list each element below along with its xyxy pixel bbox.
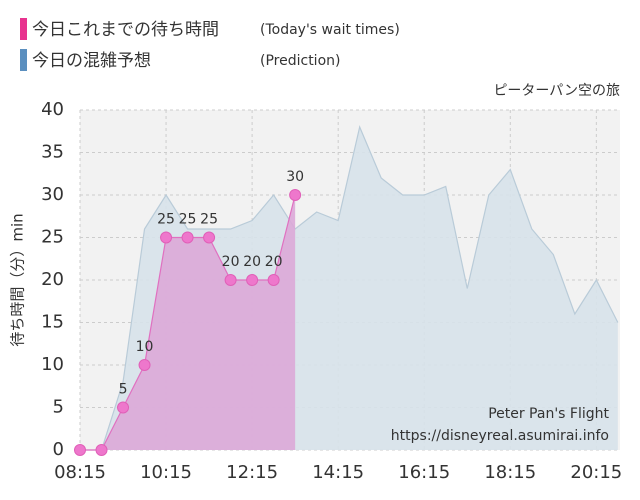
x-tick-label: 18:15 [484,462,536,483]
data-point [246,274,259,286]
y-tick-label: 5 [53,397,64,418]
data-point [181,231,194,244]
data-point [267,274,280,286]
y-tick-label: 15 [41,312,64,333]
legend-label: 今日の混雑予想 [32,51,151,71]
data-label: 20 [222,254,240,270]
area-line [80,125,619,451]
y-tick-label: 30 [41,184,64,205]
y-tick-label: 35 [41,142,64,163]
data-point [74,444,86,456]
y-tick-label: 10 [41,354,64,375]
chart-title: ピーターパン空の旅 [493,83,620,99]
watermark: https://disneyreal.asumirai.info [391,428,609,444]
legend-note: (Today's wait times) [260,22,400,38]
data-point [160,231,173,244]
data-point [289,189,302,201]
y-tick-label: 20 [41,269,64,290]
watermark: Peter Pan's Flight [488,406,609,422]
x-tick-label: 20:15 [570,462,622,483]
legend-label: 今日これまでの待ち時間 [32,20,219,40]
data-point [117,401,130,414]
data-label: 20 [243,254,261,270]
data-point [138,359,151,371]
data-label: 5 [119,382,128,398]
y-axis-label: 待ち時間（分）min [9,213,27,346]
y-tick-label: 40 [41,99,64,120]
x-tick-label: 08:15 [54,462,106,483]
legend-note: (Prediction) [260,53,340,69]
data-label: 25 [200,212,218,228]
legend-swatch [20,49,27,71]
y-tick-label: 0 [53,439,64,460]
data-point [95,444,108,456]
data-label: 20 [265,254,283,270]
data-point [224,274,237,286]
data-label: 25 [179,212,197,228]
x-tick-label: 10:15 [140,462,192,483]
x-tick-label: 14:15 [312,462,364,483]
legend-swatch [20,18,27,40]
data-label: 25 [157,212,175,228]
y-tick-label: 25 [41,227,64,248]
x-tick-label: 16:15 [398,462,450,483]
data-point [203,231,216,244]
data-label: 30 [286,169,304,185]
x-tick-label: 12:15 [226,462,278,483]
area-fill [80,195,296,450]
data-label: 10 [136,339,154,355]
